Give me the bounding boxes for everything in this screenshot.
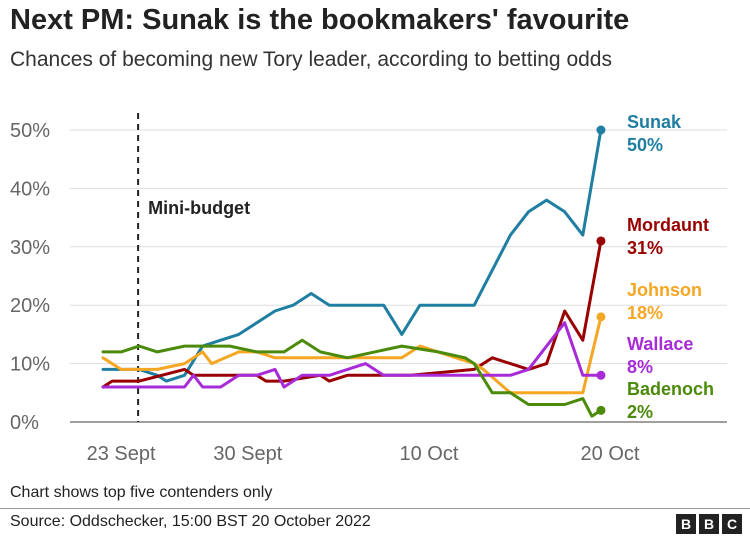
series-name-label: Johnson [627,280,702,300]
series-end-point [596,125,606,135]
series-value-label: 31% [627,238,663,258]
gridlines [70,129,727,423]
line-chart: 0% 10% 20% 30% 40% 50% 23 Sept 30 Sept 10 Oct 20… [10,112,727,465]
logo-letter: C [722,514,742,534]
logo-letter: B [676,514,696,534]
series-line-wallace [101,321,603,389]
y-tick-label: 50% [10,120,50,142]
series-end-point [596,370,606,380]
series-end-point [596,405,606,415]
footer-divider [0,508,750,509]
series-value-label: 18% [627,303,663,323]
series-name-label: Badenoch [627,379,714,399]
series-line-badenoch [101,338,603,418]
logo-letter: B [699,514,719,534]
x-tick-label: 10 Oct [399,443,458,465]
series-line-mordaunt [101,239,603,389]
x-tick-label: 23 Sept [87,443,156,465]
series-value-label: 50% [627,135,663,155]
series-line-sunak [101,128,603,383]
y-tick-label: 10% [10,354,50,376]
mini-budget-label: Mini-budget [148,198,250,218]
series-value-label: 8% [627,357,653,377]
y-tick-label: 0% [10,412,39,434]
y-tick-label: 20% [10,295,50,317]
series-labels: Sunak 50% Mordaunt 31% Johnson 18% Wallace 8%Ba… [627,112,714,422]
y-tick-label: 30% [10,237,50,259]
x-tick-label: 20 Oct [581,443,640,465]
series-line-johnson [101,315,603,395]
source-text: Source: Oddschecker, 15:00 BST 20 Octobe… [10,513,371,530]
x-axis-ticks: 23 Sept 30 Sept 10 Oct 20 Oct [87,443,640,465]
y-tick-label: 40% [10,178,50,200]
series-value-label: 2% [627,402,653,422]
chart-subtitle: Chances of becoming new Tory leader, acc… [10,48,612,71]
series-end-point [596,312,606,322]
x-tick-label: 30 Sept [213,443,282,465]
series-name-label: Mordaunt [627,215,709,235]
chart-title: Next PM: Sunak is the bookmakers' favour… [10,4,630,36]
series-end-point [596,236,606,246]
y-axis-ticks: 0% 10% 20% 30% 40% 50% [10,120,50,434]
series-name-label: Sunak [627,112,682,132]
series-name-label: Wallace [627,334,693,354]
chart-note: Chart shows top five contenders only [10,484,273,501]
bbc-logo: B B C [676,514,742,534]
series-lines [101,125,606,418]
